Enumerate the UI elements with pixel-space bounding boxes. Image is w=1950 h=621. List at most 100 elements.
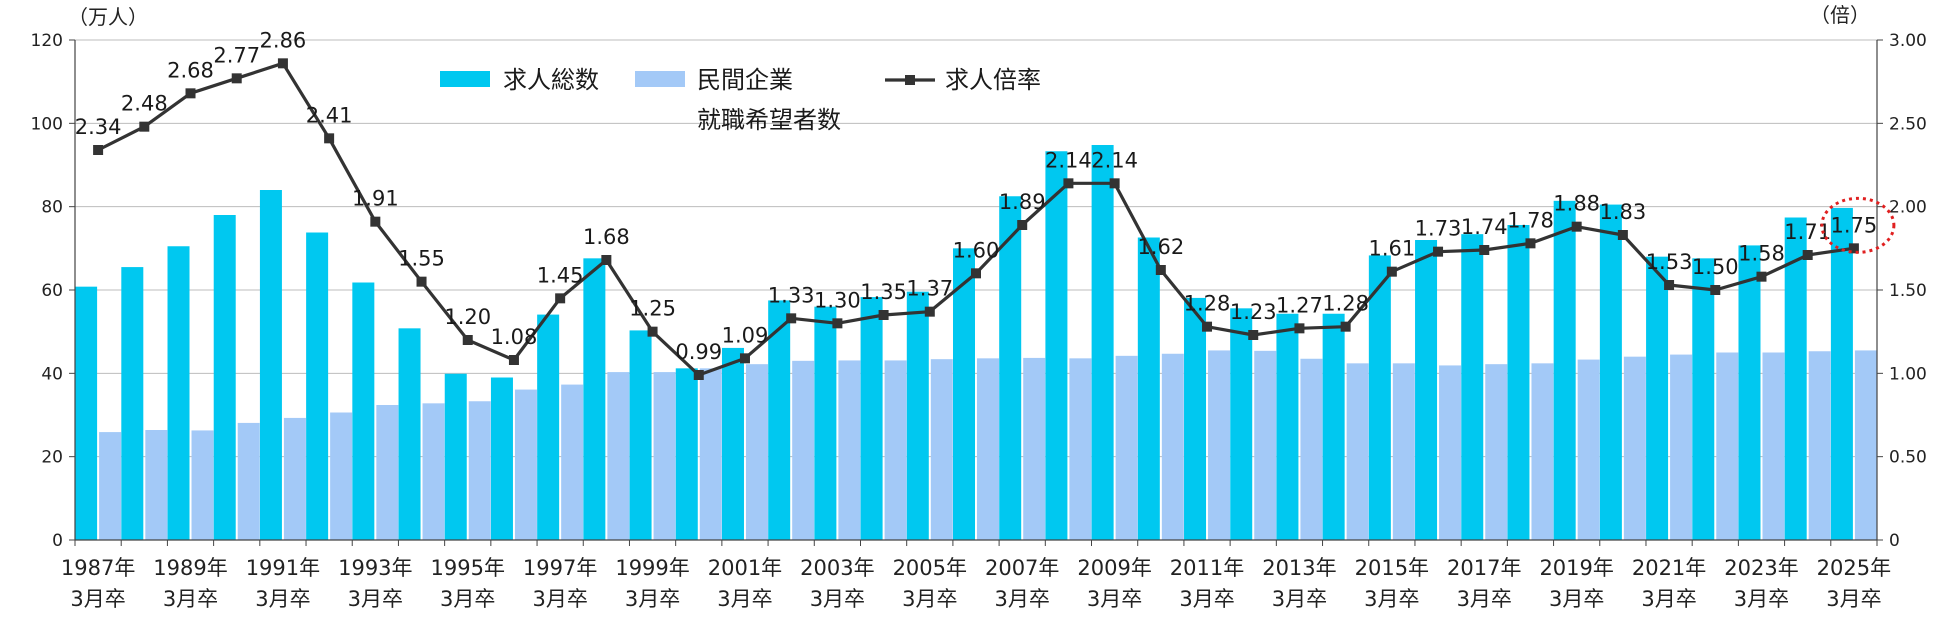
bar-job-seekers: [1577, 359, 1600, 540]
ratio-line: [93, 58, 1859, 380]
highlight-circle: [1820, 196, 1896, 254]
ratio-data-label: 1.91: [352, 187, 399, 211]
legend-swatch-job-seekers: [635, 71, 685, 87]
bar-total-openings: [444, 373, 467, 540]
ratio-point: [370, 216, 381, 227]
right-tick-label: 1.00: [1889, 364, 1927, 384]
ratio-data-label: 1.37: [906, 277, 953, 301]
x-tick-label-sub: 3月卒: [1734, 587, 1789, 611]
ratio-point: [601, 255, 612, 265]
bar-total-openings: [1322, 313, 1345, 540]
legend-label-ratio: 求人倍率: [945, 66, 1041, 94]
bar-job-seekers: [1115, 355, 1138, 540]
bar-total-openings: [675, 368, 698, 540]
ratio-data-label: 2.48: [121, 92, 168, 116]
right-tick-label: 1.50: [1889, 281, 1927, 301]
ratio-data-label: 1.23: [1230, 300, 1277, 324]
x-tick-label-year: 1987年: [61, 556, 135, 580]
x-tick-label-year: 2003年: [800, 556, 874, 580]
ratio-point: [924, 306, 935, 317]
bar-total-openings: [953, 248, 975, 541]
ratio-point: [1017, 220, 1028, 230]
bar-job-seekers: [1716, 352, 1739, 540]
ratio-point: [1802, 250, 1813, 260]
legend-swatch-total-openings: [440, 71, 490, 87]
x-tick-label-year: 2005年: [893, 556, 967, 580]
ratio-data-label: 1.28: [1322, 292, 1369, 316]
left-axis-unit: （万人）: [68, 5, 148, 29]
left-tick-label: 40: [41, 364, 63, 384]
bar-total-openings: [537, 314, 560, 540]
ratio-point: [832, 318, 843, 329]
ratio-point: [324, 133, 335, 144]
legend-label-job-seekers-1: 民間企業: [697, 66, 793, 94]
data-labels: 2.342.48 2.682.772.86 2.41 1.91 1.55 1.201.08…: [75, 28, 1896, 364]
bar-job-seekers: [99, 432, 122, 540]
bar-job-seekers: [1161, 353, 1184, 540]
ratio-data-label: 1.30: [814, 288, 861, 312]
bar-job-seekers: [1531, 363, 1554, 540]
ratio-point: [1617, 230, 1628, 240]
ratio-data-label: 1.88: [1553, 192, 1600, 216]
ratio-data-label: 1.09: [722, 323, 769, 347]
ratio-point: [878, 310, 889, 320]
left-tick-label: 60: [41, 281, 63, 301]
bar-job-seekers: [1623, 356, 1646, 540]
bar-job-seekers: [422, 403, 445, 540]
ratio-data-label: 2.14: [1091, 148, 1138, 172]
bar-total-openings: [906, 291, 929, 540]
right-tick-label: 2.50: [1889, 114, 1927, 134]
bar-job-seekers: [145, 430, 168, 540]
bar-total-openings: [1415, 240, 1438, 540]
bar-job-seekers: [1485, 364, 1508, 540]
bar-job-seekers: [1808, 351, 1831, 540]
x-tick-label-year: 1999年: [615, 556, 689, 580]
ratio-point: [1340, 321, 1351, 332]
bar-job-seekers: [1300, 358, 1323, 540]
bar-total-openings: [1045, 151, 1068, 540]
bar-total-openings: [768, 300, 791, 540]
ratio-data-label: 0.99: [675, 340, 722, 364]
x-tick-label-sub: 3月卒: [1641, 587, 1696, 611]
x-tick-label-sub: 3月卒: [1272, 587, 1327, 611]
x-tick-label-sub: 3月卒: [255, 587, 310, 611]
x-tick-label-sub: 3月卒: [1179, 587, 1234, 611]
ratio-point: [277, 58, 288, 69]
ratio-data-label: 1.61: [1368, 237, 1415, 261]
bar-total-openings: [259, 190, 282, 540]
ratio-data-label: 1.08: [491, 325, 538, 349]
bar-job-seekers: [1208, 350, 1231, 540]
x-tick-label-year: 2013年: [1262, 556, 1336, 580]
x-tick-label-year: 1989年: [153, 556, 227, 580]
bar-job-seekers: [699, 368, 722, 540]
ratio-point: [1756, 271, 1767, 282]
bar-total-openings: [1184, 297, 1207, 540]
x-tick-label-sub: 3月卒: [1364, 587, 1419, 611]
ratio-point: [1155, 265, 1166, 275]
bar-job-seekers: [561, 384, 584, 540]
x-tick-label-sub: 3月卒: [440, 587, 495, 611]
x-tick-label-year: 2025年: [1817, 556, 1891, 580]
bar-total-openings: [999, 196, 1022, 540]
bar-total-openings: [398, 328, 421, 540]
ratio-point: [693, 370, 704, 380]
ratio-point: [1109, 178, 1120, 189]
ratio-data-label: 1.25: [629, 297, 676, 321]
bar-total-openings: [1646, 256, 1669, 540]
ratio-point: [1294, 323, 1305, 334]
x-tick-label-sub: 3月卒: [532, 587, 587, 611]
x-tick-label-year: 2001年: [708, 556, 782, 580]
bar-total-openings: [1230, 308, 1253, 540]
x-tick-label-year: 2017年: [1447, 556, 1521, 580]
ratio-data-label: 1.75: [1831, 213, 1878, 237]
bar-job-seekers: [283, 417, 306, 540]
bar-total-openings: [490, 377, 513, 540]
bar-job-seekers: [330, 412, 353, 540]
bar-total-openings: [1368, 255, 1391, 540]
x-tick-label-sub: 3月卒: [348, 587, 403, 611]
ratio-data-label: 1.27: [1276, 293, 1323, 317]
x-tick-label-sub: 3月卒: [1826, 587, 1881, 611]
x-tick-label-year: 2007年: [985, 556, 1059, 580]
bar-total-openings: [860, 297, 883, 540]
